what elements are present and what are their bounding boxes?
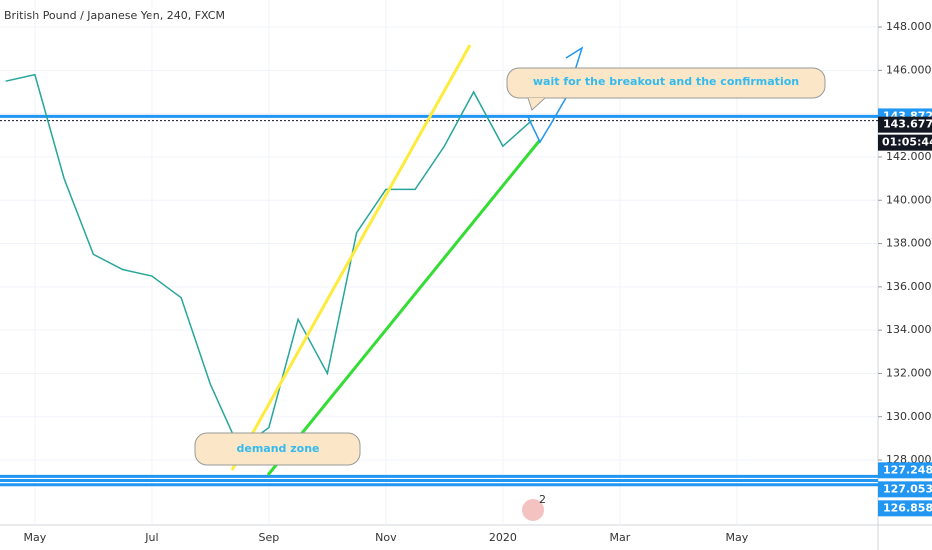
chart-title: British Pound / Japanese Yen, 240, FXCM	[4, 9, 225, 22]
price-tag-label: 127.248	[883, 463, 932, 476]
price-tag-bg	[878, 116, 932, 133]
price-tag-label: 127.053	[883, 482, 932, 495]
trendline-yellow	[230, 44, 472, 471]
projection-arrow	[527, 46, 584, 144]
countdown: 01:05:44	[882, 136, 932, 149]
price-tag-label: 126.858	[883, 501, 932, 514]
callout-text: wait for the breakout and the confirmati…	[533, 75, 799, 88]
y-tick-label: 138.000	[886, 237, 932, 250]
y-tick-label: 146.000	[886, 63, 932, 76]
countdown-bg	[878, 134, 932, 151]
y-tick-label: 142.000	[886, 150, 932, 163]
callout-box	[506, 67, 826, 99]
x-tick-label: May	[726, 531, 749, 544]
callout-tail	[527, 97, 546, 111]
y-tick-label: 136.000	[886, 280, 932, 293]
y-tick-label: 140.000	[886, 193, 932, 206]
x-tick-label: Mar	[609, 531, 630, 544]
x-tick-label: Sep	[259, 531, 280, 544]
price-line-series	[5, 73, 533, 451]
price-tag-bg	[878, 481, 932, 498]
y-tick-label: 148.000	[886, 20, 932, 33]
price-tag-label: 143.677	[883, 118, 932, 131]
y-tick-label: 132.000	[886, 366, 932, 379]
x-tick-label: May	[24, 531, 47, 544]
y-tick-label: 134.000	[886, 323, 932, 336]
x-tick-label: Nov	[375, 531, 397, 544]
y-tick-label: 130.000	[886, 410, 932, 423]
price-tag-bg	[878, 462, 932, 479]
price-tag-bg	[878, 500, 932, 517]
zone-callout-box	[194, 432, 361, 466]
events-icon[interactable]	[522, 499, 544, 521]
x-tick-label: 2020	[489, 531, 517, 544]
zone-callout-text: demand zone	[236, 442, 319, 455]
trendline-green	[266, 139, 542, 476]
price-tags: 143.872143.677127.248127.053126.85801:05…	[878, 108, 932, 517]
events-badge: 2	[539, 493, 546, 506]
x-tick-label: Jul	[144, 531, 158, 544]
